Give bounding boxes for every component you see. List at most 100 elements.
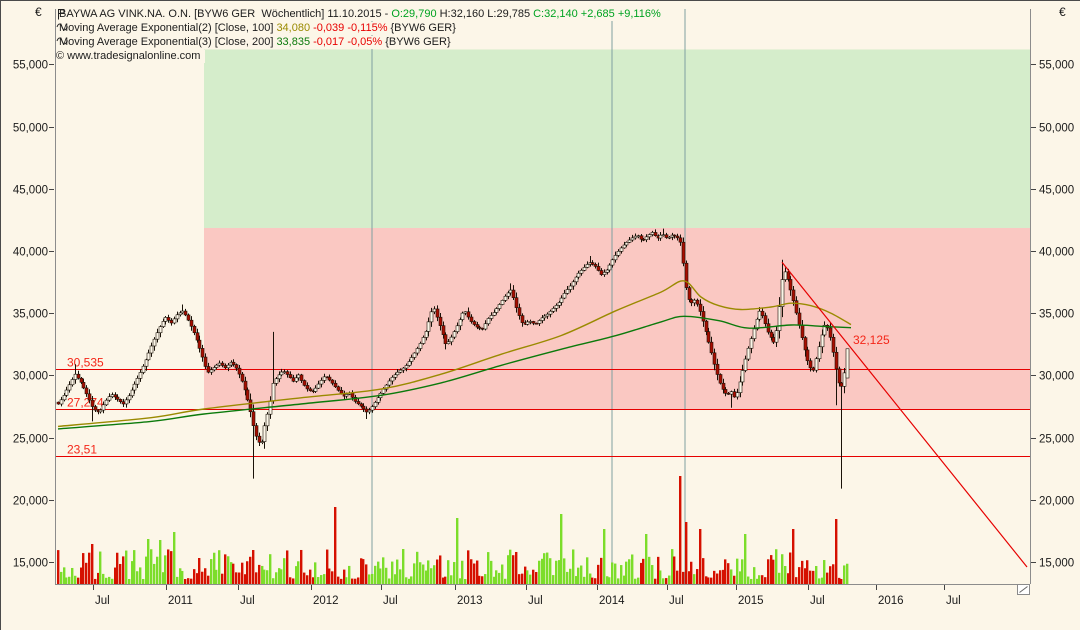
- volume-bar[interactable]: [357, 577, 360, 584]
- volume-bar[interactable]: [699, 529, 702, 584]
- volume-bar[interactable]: [623, 575, 626, 584]
- candle[interactable]: [788, 276, 793, 296]
- volume-bar[interactable]: [444, 576, 447, 584]
- volume-bar[interactable]: [504, 578, 507, 584]
- volume-bar[interactable]: [213, 552, 216, 584]
- volume-bar[interactable]: [317, 577, 320, 584]
- candle[interactable]: [706, 327, 711, 344]
- candle[interactable]: [172, 316, 177, 325]
- candle[interactable]: [438, 312, 443, 331]
- volume-bar[interactable]: [139, 567, 142, 584]
- volume-bar[interactable]: [606, 576, 609, 584]
- volume-bar[interactable]: [826, 572, 829, 584]
- candle[interactable]: [356, 398, 361, 406]
- candle[interactable]: [607, 263, 612, 273]
- volume-bar[interactable]: [597, 564, 600, 584]
- candle[interactable]: [243, 376, 248, 396]
- volume-bar[interactable]: [128, 578, 131, 584]
- volume-bar[interactable]: [150, 549, 153, 584]
- volume-bar[interactable]: [156, 556, 159, 584]
- volume-bar[interactable]: [789, 552, 792, 584]
- volume-bar[interactable]: [111, 578, 114, 584]
- volume-bar[interactable]: [518, 574, 521, 584]
- volume-bar[interactable]: [292, 578, 295, 584]
- candle[interactable]: [121, 398, 126, 407]
- volume-bar[interactable]: [642, 558, 645, 584]
- volume-bar[interactable]: [312, 577, 315, 584]
- indicator-row-ema200[interactable]: Moving Average Exponential(3) [Close, 20…: [56, 36, 456, 49]
- candle[interactable]: [226, 362, 231, 372]
- volume-bar[interactable]: [645, 534, 648, 584]
- volume-bar[interactable]: [207, 575, 210, 584]
- volume-bar[interactable]: [382, 557, 385, 584]
- candle[interactable]: [404, 363, 409, 372]
- candle[interactable]: [551, 306, 556, 314]
- volume-bar[interactable]: [227, 556, 230, 584]
- volume-bar[interactable]: [459, 578, 462, 584]
- candle[interactable]: [361, 403, 366, 413]
- candle[interactable]: [494, 307, 499, 315]
- candle[interactable]: [503, 294, 508, 303]
- candle[interactable]: [845, 348, 850, 379]
- candle[interactable]: [644, 234, 649, 243]
- volume-bar[interactable]: [179, 568, 182, 584]
- volume-bar[interactable]: [617, 578, 620, 584]
- volume-bar[interactable]: [328, 568, 331, 584]
- candle[interactable]: [279, 368, 284, 377]
- volume-bar[interactable]: [509, 549, 512, 584]
- volume-bar[interactable]: [360, 558, 363, 584]
- candle[interactable]: [367, 407, 372, 415]
- volume-bar[interactable]: [719, 570, 722, 584]
- volume-bar[interactable]: [526, 570, 529, 584]
- volume-bar[interactable]: [501, 564, 504, 584]
- candle[interactable]: [277, 371, 282, 383]
- volume-bar[interactable]: [450, 575, 453, 584]
- volume-bar[interactable]: [145, 556, 148, 584]
- volume-bar[interactable]: [739, 571, 742, 584]
- candle[interactable]: [695, 298, 700, 307]
- volume-bar[interactable]: [153, 563, 156, 584]
- candle[interactable]: [610, 258, 615, 268]
- volume-bar[interactable]: [611, 562, 614, 584]
- candle[interactable]: [308, 387, 313, 392]
- candle[interactable]: [715, 358, 720, 381]
- down-trend-line[interactable]: [781, 261, 1028, 568]
- volume-bar[interactable]: [823, 560, 826, 584]
- volume-bar[interactable]: [815, 566, 818, 584]
- volume-bar[interactable]: [80, 567, 83, 584]
- volume-bar[interactable]: [493, 576, 496, 584]
- candle[interactable]: [90, 396, 95, 422]
- candle[interactable]: [596, 262, 601, 272]
- volume-bar[interactable]: [668, 575, 671, 584]
- candle[interactable]: [93, 404, 98, 413]
- volume-bar[interactable]: [529, 574, 532, 584]
- volume-bar[interactable]: [795, 577, 798, 584]
- volume-bar[interactable]: [758, 575, 761, 584]
- candle[interactable]: [667, 236, 672, 240]
- candle[interactable]: [740, 364, 745, 386]
- volume-bar[interactable]: [114, 567, 117, 584]
- volume-bar[interactable]: [125, 550, 128, 584]
- candle[interactable]: [200, 344, 205, 362]
- volume-bar[interactable]: [176, 576, 179, 584]
- volume-bar[interactable]: [764, 577, 767, 584]
- candle[interactable]: [67, 381, 72, 393]
- volume-bar[interactable]: [770, 555, 773, 584]
- volume-bar[interactable]: [747, 576, 750, 584]
- volume-bar[interactable]: [838, 577, 841, 584]
- ema-200-line[interactable]: [57, 315, 852, 430]
- volume-bar[interactable]: [572, 549, 575, 584]
- candle[interactable]: [421, 335, 426, 345]
- volume-bar[interactable]: [278, 568, 281, 584]
- volume-bar[interactable]: [218, 550, 221, 584]
- candle[interactable]: [62, 393, 67, 402]
- candle[interactable]: [579, 268, 584, 276]
- volume-bar[interactable]: [532, 569, 535, 584]
- volume-bar[interactable]: [261, 565, 264, 584]
- volume-bar[interactable]: [787, 573, 790, 584]
- volume-bar[interactable]: [85, 562, 88, 584]
- volume-bar[interactable]: [280, 569, 283, 584]
- candle[interactable]: [336, 385, 341, 392]
- candle[interactable]: [639, 233, 644, 243]
- volume-bar[interactable]: [433, 565, 436, 584]
